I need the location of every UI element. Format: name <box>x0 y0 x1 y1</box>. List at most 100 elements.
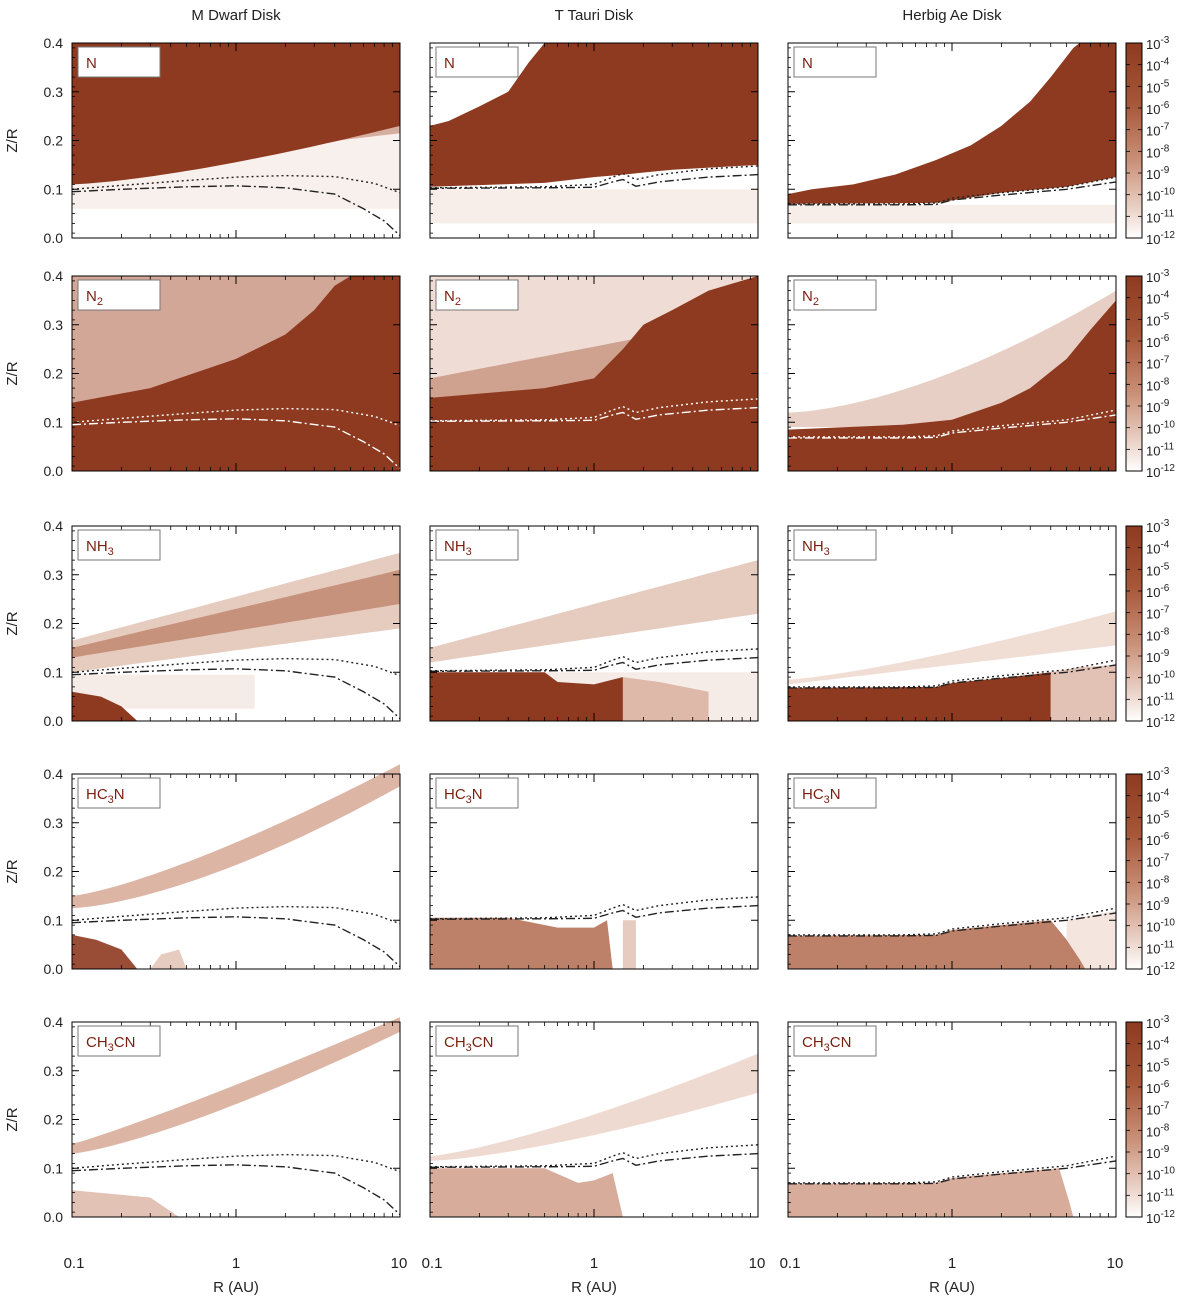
x-tick-label: 0.1 <box>780 1255 801 1272</box>
dotted-boundary-line <box>72 1155 400 1172</box>
colorbar <box>1126 276 1142 471</box>
x-tick-label: 1 <box>590 1255 598 1272</box>
y-axis-label: Z/R <box>4 361 21 385</box>
x-tick-label: 1 <box>232 1255 240 1272</box>
y-tick-label: 0.0 <box>44 463 64 479</box>
colorbar <box>1126 1022 1142 1217</box>
dotted-boundary-line <box>72 907 400 924</box>
y-tick-label: 0.1 <box>44 181 64 197</box>
region-hc3n-herbig-body <box>788 920 1085 969</box>
colorbar-tick-label: 10-7 <box>1146 605 1170 622</box>
colorbar-tick-label: 10-5 <box>1146 561 1170 578</box>
y-tick-label: 0.0 <box>44 961 64 977</box>
y-tick-label: 0.1 <box>44 912 64 928</box>
colorbar-tick-label: 10-10 <box>1146 187 1175 204</box>
region-ch3cn-mdwarf-lower <box>72 1190 179 1217</box>
colorbar-tick-label: 10-8 <box>1146 874 1170 891</box>
colorbar-tick-label: 10-5 <box>1146 311 1170 328</box>
region-n-herbig-bottom <box>788 205 1116 224</box>
x-tick-label: 10 <box>391 1255 408 1272</box>
x-tick-label: 10 <box>749 1255 766 1272</box>
colorbar-tick-label: 10-12 <box>1146 1209 1175 1226</box>
colorbar-tick-label: 10-7 <box>1146 122 1170 139</box>
region-ch3cn-herbig-body <box>788 1168 1073 1217</box>
x-axis-label: R (AU) <box>929 1279 975 1296</box>
colorbar-tick-label: 10-8 <box>1146 626 1170 643</box>
dashdot-boundary-line <box>430 658 758 672</box>
y-tick-label: 0.4 <box>44 35 64 51</box>
y-tick-label: 0.1 <box>44 664 64 680</box>
region-ch3cn-ttauri-band <box>430 1054 758 1161</box>
y-tick-label: 0.4 <box>44 518 64 534</box>
colorbar-tick-label: 10-8 <box>1146 143 1170 160</box>
y-axis-label: Z/R <box>4 611 21 635</box>
colorbar-tick-label: 10-9 <box>1146 1144 1170 1161</box>
colorbar-tick-label: 10-10 <box>1146 420 1175 437</box>
colorbar-tick-label: 10-12 <box>1146 230 1175 247</box>
y-tick-label: 0.2 <box>44 366 64 382</box>
colorbar-tick-label: 10-4 <box>1146 290 1170 307</box>
region-hc3n-mdwarf-dark <box>72 935 137 969</box>
y-tick-label: 0.4 <box>44 268 64 284</box>
colorbar-tick-label: 10-7 <box>1146 1101 1170 1118</box>
colorbar-tick-label: 10-6 <box>1146 1079 1170 1096</box>
region-hc3n-ttauri-strip <box>623 920 636 969</box>
column-title: M Dwarf Disk <box>191 7 281 24</box>
y-tick-label: 0.3 <box>44 1063 64 1079</box>
column-title: Herbig Ae Disk <box>902 7 1002 24</box>
colorbar-tick-label: 10-3 <box>1146 1014 1170 1031</box>
y-tick-label: 0.2 <box>44 864 64 880</box>
y-tick-label: 0.3 <box>44 567 64 583</box>
species-label: N <box>802 55 813 72</box>
colorbar-tick-label: 10-4 <box>1146 1036 1170 1053</box>
y-tick-label: 0.0 <box>44 1209 64 1225</box>
colorbar-tick-label: 10-12 <box>1146 961 1175 978</box>
colorbar <box>1126 526 1142 721</box>
dashdot-boundary-line <box>430 906 758 920</box>
y-tick-label: 0.1 <box>44 1160 64 1176</box>
y-tick-label: 0.2 <box>44 1112 64 1128</box>
y-tick-label: 0.0 <box>44 230 64 246</box>
colorbar-tick-label: 10-3 <box>1146 268 1170 285</box>
x-tick-label: 10 <box>1107 1255 1124 1272</box>
colorbar-tick-label: 10-11 <box>1146 208 1175 225</box>
y-tick-label: 0.3 <box>44 84 64 100</box>
colorbar-tick-label: 10-11 <box>1146 1187 1175 1204</box>
x-tick-label: 1 <box>948 1255 956 1272</box>
colorbar-tick-label: 10-3 <box>1146 766 1170 783</box>
colorbar-tick-label: 10-9 <box>1146 648 1170 665</box>
colorbar-tick-label: 10-6 <box>1146 583 1170 600</box>
y-tick-label: 0.0 <box>44 713 64 729</box>
y-tick-label: 0.1 <box>44 414 64 430</box>
colorbar-tick-label: 10-11 <box>1146 441 1175 458</box>
species-label: N <box>86 55 97 72</box>
colorbar-tick-label: 10-8 <box>1146 376 1170 393</box>
colorbar-tick-label: 10-11 <box>1146 691 1175 708</box>
colorbar <box>1126 43 1142 238</box>
colorbar <box>1126 774 1142 969</box>
colorbar-tick-label: 10-10 <box>1146 670 1175 687</box>
colorbar-tick-label: 10-6 <box>1146 100 1170 117</box>
colorbar-tick-label: 10-12 <box>1146 713 1175 730</box>
x-axis-label: R (AU) <box>213 1279 259 1296</box>
region-nh3-ttauri-band <box>430 560 758 662</box>
colorbar-tick-label: 10-3 <box>1146 518 1170 535</box>
colorbar-tick-label: 10-10 <box>1146 1166 1175 1183</box>
y-tick-label: 0.3 <box>44 815 64 831</box>
heatmap-fill-layer <box>72 43 1116 1217</box>
y-axis-label: Z/R <box>4 859 21 883</box>
colorbar-tick-label: 10-9 <box>1146 165 1170 182</box>
colorbar-tick-label: 10-3 <box>1146 35 1170 52</box>
column-title: T Tauri Disk <box>555 7 634 24</box>
y-axis-label: Z/R <box>4 128 21 152</box>
y-axis-label: Z/R <box>4 1107 21 1131</box>
y-tick-label: 0.4 <box>44 1014 64 1030</box>
colorbar-tick-label: 10-4 <box>1146 788 1170 805</box>
colorbar-tick-label: 10-4 <box>1146 540 1170 557</box>
species-label: N <box>444 55 455 72</box>
x-tick-label: 0.1 <box>64 1255 85 1272</box>
colorbar-tick-label: 10-6 <box>1146 333 1170 350</box>
region-n-ttauri-bottom <box>430 189 758 223</box>
colorbar-tick-label: 10-4 <box>1146 57 1170 74</box>
colorbar-tick-label: 10-7 <box>1146 853 1170 870</box>
